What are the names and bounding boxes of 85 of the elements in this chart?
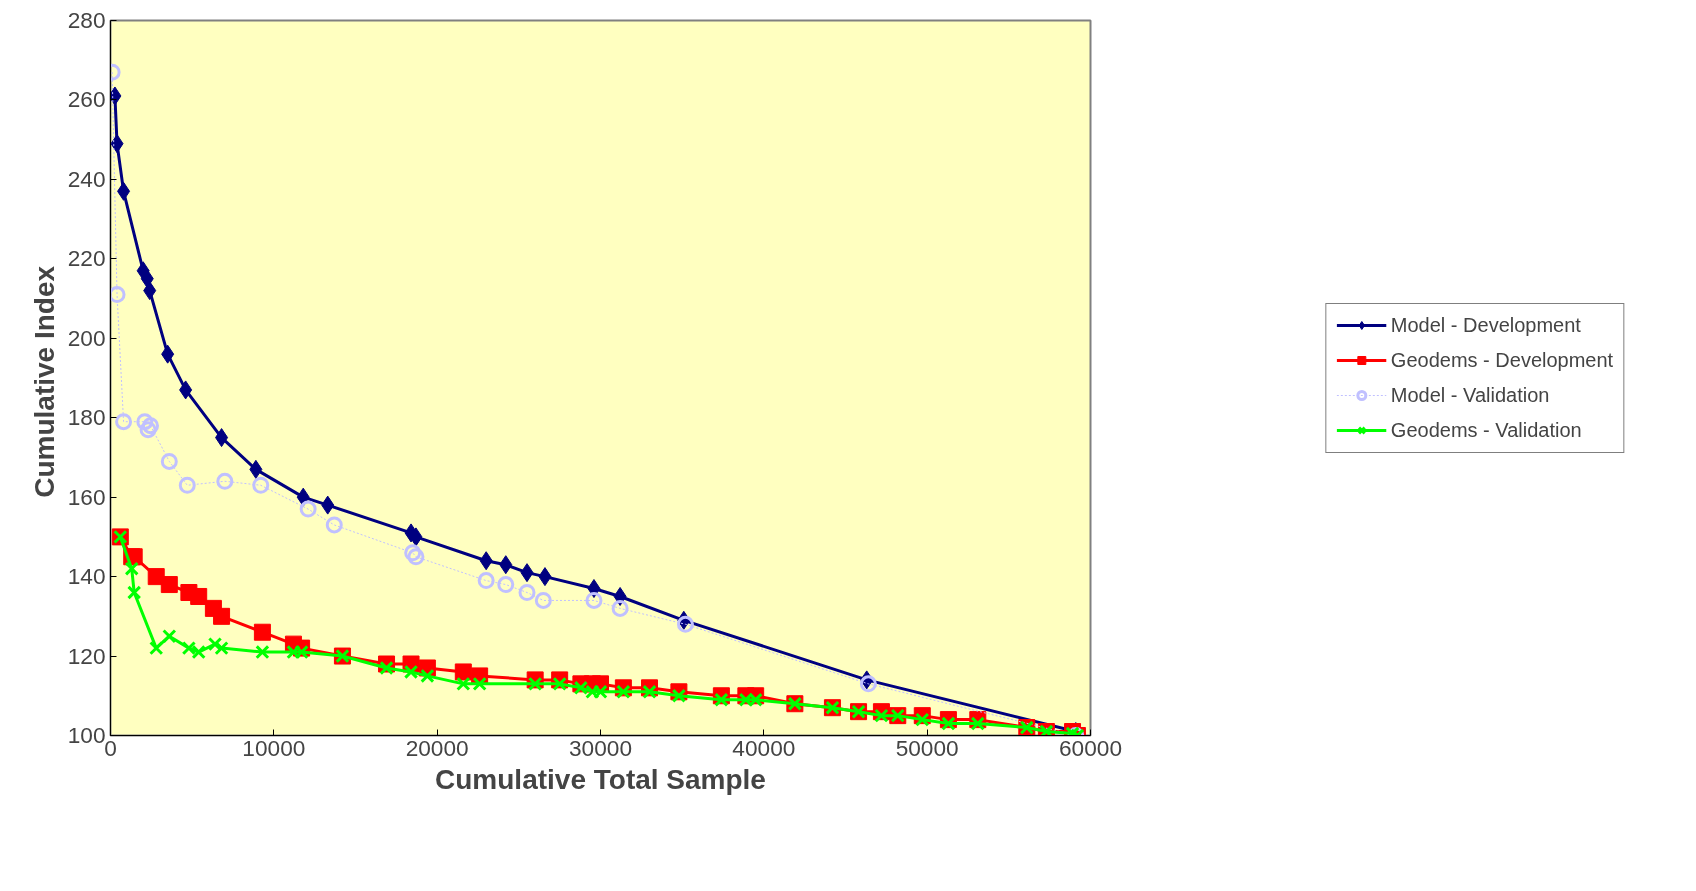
point xyxy=(642,684,657,699)
point xyxy=(585,591,603,609)
y-tick-label: 100 xyxy=(67,722,106,748)
y-tick-label: 240 xyxy=(67,165,106,192)
point xyxy=(179,380,193,400)
point xyxy=(477,572,495,590)
point xyxy=(127,585,142,600)
point xyxy=(117,181,131,201)
x-tick-label: 0 xyxy=(104,734,117,761)
point xyxy=(255,644,270,660)
point xyxy=(124,561,139,576)
point xyxy=(253,623,271,641)
point xyxy=(115,413,133,431)
x-tick-label: 60000 xyxy=(1059,734,1123,761)
legend-label: Geodems - Validation xyxy=(1390,418,1582,442)
point xyxy=(110,134,124,154)
x-axis-title: Cumulative Total Sample xyxy=(435,763,766,795)
point xyxy=(178,476,196,494)
point xyxy=(160,576,178,594)
point xyxy=(520,563,534,583)
y-tick-label: 140 xyxy=(67,563,106,590)
x-tick-label: 20000 xyxy=(405,734,469,761)
y-tick-label: 200 xyxy=(67,324,106,351)
point xyxy=(379,660,394,676)
point xyxy=(616,684,631,699)
point xyxy=(941,716,956,731)
y-axis-title: Cumulative Index xyxy=(28,265,60,498)
x-tick-label: 10000 xyxy=(242,734,306,761)
point xyxy=(216,472,234,490)
point xyxy=(213,607,231,625)
point xyxy=(874,708,889,723)
point xyxy=(325,516,343,534)
point xyxy=(420,668,435,684)
legend-label: Model - Development xyxy=(1390,313,1581,337)
point xyxy=(139,421,157,439)
point xyxy=(207,636,223,652)
point xyxy=(160,452,178,470)
point xyxy=(252,476,270,494)
x-tick-label: 30000 xyxy=(569,734,633,761)
point xyxy=(611,599,629,617)
legend-label: Geodems - Development xyxy=(1390,348,1614,372)
y-tick-label: 160 xyxy=(67,483,106,510)
point xyxy=(676,615,694,633)
point xyxy=(671,688,687,703)
point xyxy=(404,544,422,562)
y-tick-label: 180 xyxy=(67,404,106,431)
point xyxy=(915,712,930,727)
point xyxy=(538,567,552,587)
point xyxy=(190,587,208,605)
y-tick-label: 260 xyxy=(67,86,106,113)
point xyxy=(142,417,160,435)
point xyxy=(497,576,515,594)
point xyxy=(454,663,472,681)
point xyxy=(534,591,552,609)
point xyxy=(859,675,877,693)
point xyxy=(215,428,229,448)
point xyxy=(110,286,126,304)
point xyxy=(499,555,513,575)
y-tick-label: 120 xyxy=(67,642,106,669)
point xyxy=(321,495,335,515)
y-tick-label: 280 xyxy=(67,7,106,33)
legend-label: Model - Validation xyxy=(1390,383,1550,407)
point xyxy=(409,527,423,547)
point xyxy=(552,676,567,692)
point xyxy=(296,487,310,507)
point xyxy=(161,344,175,364)
x-tick-label: 50000 xyxy=(895,734,959,761)
point xyxy=(456,676,471,692)
y-tick-label: 220 xyxy=(67,245,106,272)
point xyxy=(299,500,317,518)
point xyxy=(407,548,425,566)
point xyxy=(143,281,157,301)
point xyxy=(149,640,164,656)
point xyxy=(214,640,229,656)
point xyxy=(528,676,543,692)
x-tick-label: 40000 xyxy=(732,734,796,761)
point xyxy=(970,716,985,731)
point xyxy=(472,676,487,692)
point xyxy=(136,413,154,431)
point xyxy=(162,629,177,644)
point xyxy=(403,664,419,680)
point xyxy=(249,459,263,479)
point xyxy=(479,551,493,571)
point xyxy=(714,692,729,707)
point xyxy=(518,584,536,601)
